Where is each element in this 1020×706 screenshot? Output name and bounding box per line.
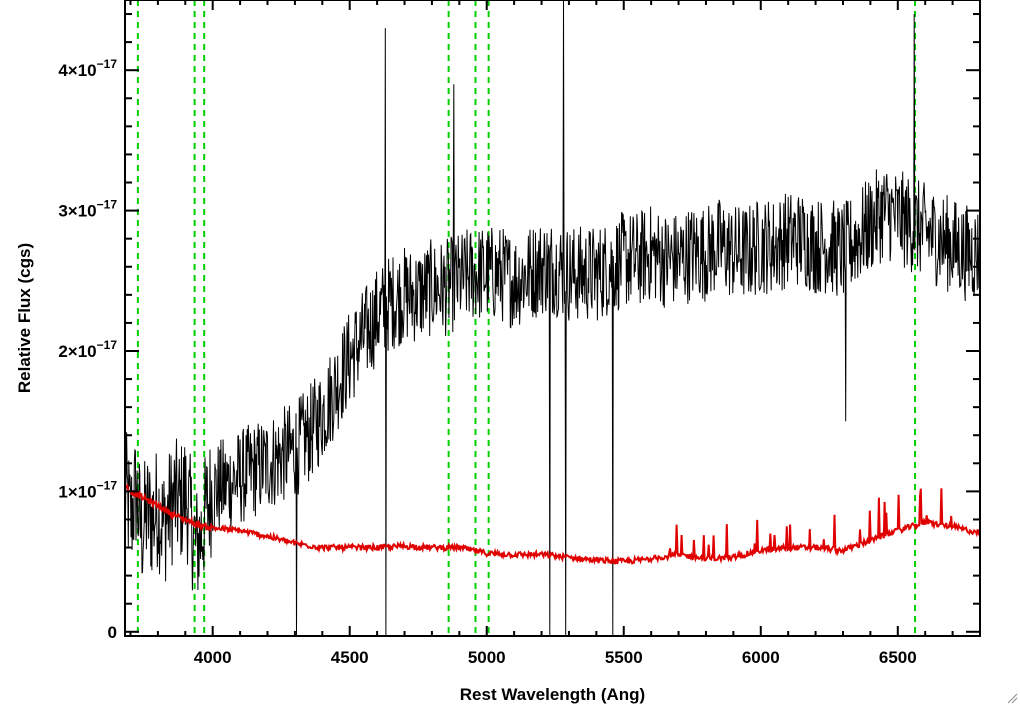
x-tick-label: 6000 bbox=[742, 648, 780, 667]
x-tick-label: 5000 bbox=[468, 648, 506, 667]
y-tick-label: 0 bbox=[108, 623, 117, 642]
series-layer bbox=[125, 0, 980, 636]
reference-lines bbox=[136, 0, 917, 636]
plot-frame bbox=[124, 0, 981, 637]
x-tick-label: 6500 bbox=[879, 648, 917, 667]
y-tick-label: 2×10−17 bbox=[58, 338, 117, 361]
y-tick-label: 1×10−17 bbox=[58, 478, 117, 501]
y-tick-label: 3×10−17 bbox=[58, 198, 117, 221]
x-tick-label: 4500 bbox=[331, 648, 369, 667]
x-tick-label: 4000 bbox=[194, 648, 232, 667]
axis-ticks: 4000 4500 5000 5500 6000 6500 0 1×10−17 2×10−17 3… bbox=[58, 0, 981, 667]
x-tick-label: 5500 bbox=[605, 648, 643, 667]
observed-spectrum-line bbox=[125, 0, 980, 636]
y-axis-title: Relative Flux (cgs) bbox=[15, 243, 34, 393]
y-tick-label: 4×10−17 bbox=[58, 57, 117, 80]
x-axis-title: Rest Wavelength (Ang) bbox=[460, 685, 645, 704]
error-spectrum-line bbox=[125, 482, 980, 566]
resize-grip-icon[interactable] bbox=[1006, 692, 1018, 704]
